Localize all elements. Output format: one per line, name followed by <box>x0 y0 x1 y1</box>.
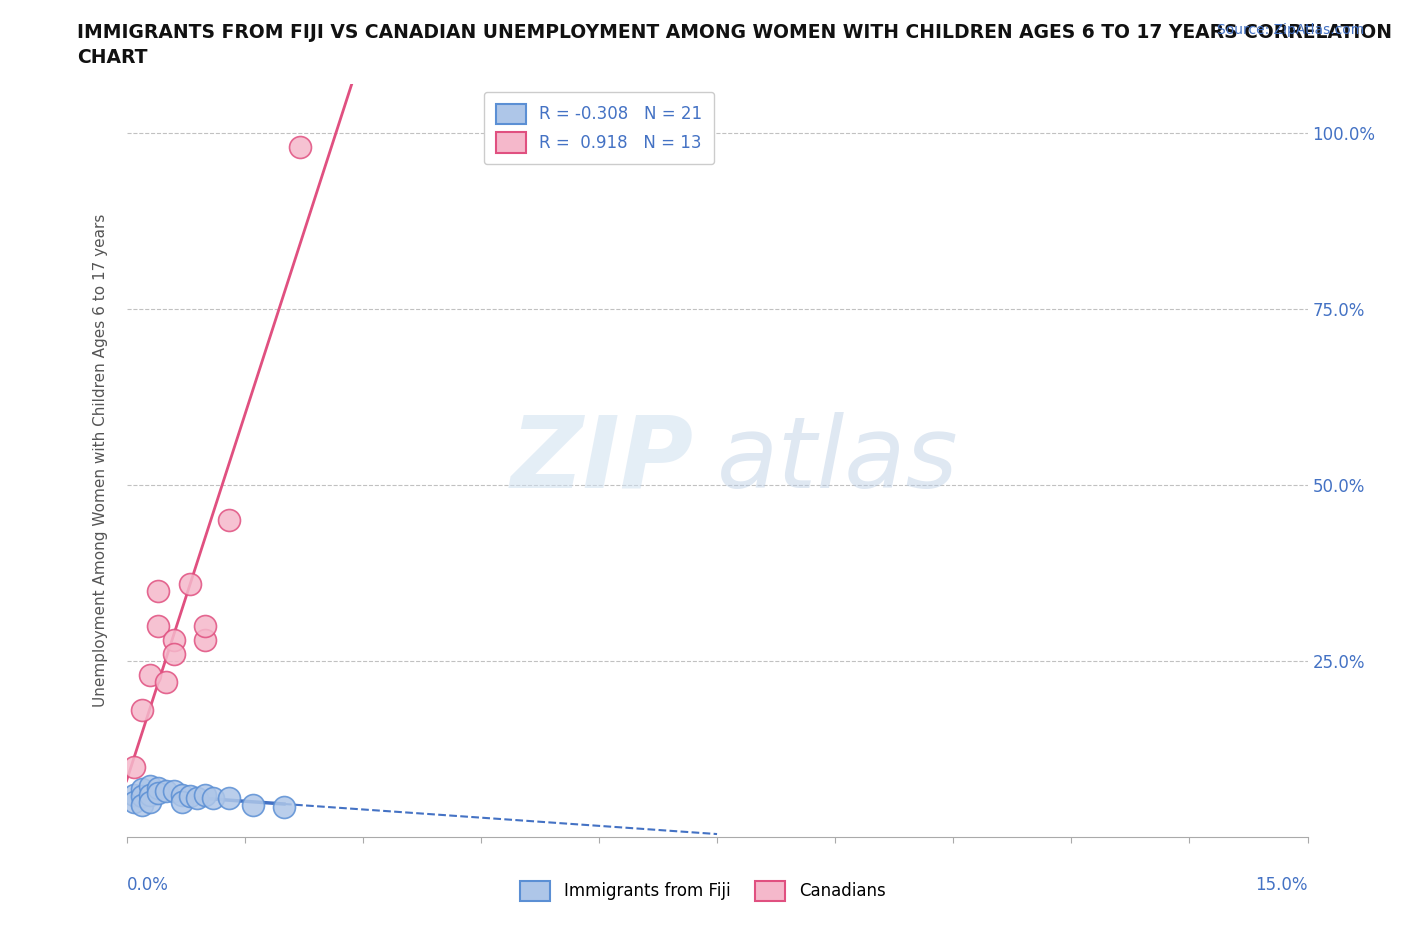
Point <box>139 778 162 793</box>
Point <box>146 780 169 795</box>
Point <box>124 788 146 803</box>
Legend: Immigrants from Fiji, Canadians: Immigrants from Fiji, Canadians <box>513 874 893 908</box>
Point <box>146 618 169 633</box>
Point <box>179 789 201 804</box>
Point <box>131 798 153 813</box>
Point <box>163 784 186 799</box>
Point <box>155 674 177 689</box>
Point <box>170 788 193 803</box>
Point <box>139 788 162 803</box>
Point <box>170 794 193 809</box>
Point <box>131 789 153 804</box>
Point <box>194 788 217 803</box>
Text: 15.0%: 15.0% <box>1256 876 1308 894</box>
Point <box>124 794 146 809</box>
Text: ZIP: ZIP <box>510 412 693 509</box>
Text: 0.0%: 0.0% <box>127 876 169 894</box>
Point <box>139 668 162 683</box>
Point <box>146 786 169 801</box>
Point <box>202 790 225 805</box>
Point <box>163 632 186 647</box>
Y-axis label: Unemployment Among Women with Children Ages 6 to 17 years: Unemployment Among Women with Children A… <box>93 214 108 707</box>
Point <box>218 790 240 805</box>
Text: Source: ZipAtlas.com: Source: ZipAtlas.com <box>1216 23 1364 37</box>
Point <box>155 784 177 799</box>
Point <box>194 632 217 647</box>
Point <box>179 576 201 591</box>
Point <box>186 790 208 805</box>
Point <box>273 800 295 815</box>
Point <box>146 583 169 598</box>
Point <box>163 646 186 661</box>
Text: CHART: CHART <box>77 48 148 67</box>
Point <box>131 782 153 797</box>
Point <box>288 140 311 154</box>
Point <box>124 759 146 774</box>
Point <box>194 618 217 633</box>
Point <box>218 512 240 527</box>
Text: atlas: atlas <box>717 412 959 509</box>
Legend: R = -0.308   N = 21, R =  0.918   N = 13: R = -0.308 N = 21, R = 0.918 N = 13 <box>484 92 714 165</box>
Point <box>242 798 264 813</box>
Text: IMMIGRANTS FROM FIJI VS CANADIAN UNEMPLOYMENT AMONG WOMEN WITH CHILDREN AGES 6 T: IMMIGRANTS FROM FIJI VS CANADIAN UNEMPLO… <box>77 23 1392 42</box>
Point <box>131 703 153 718</box>
Point <box>139 794 162 809</box>
